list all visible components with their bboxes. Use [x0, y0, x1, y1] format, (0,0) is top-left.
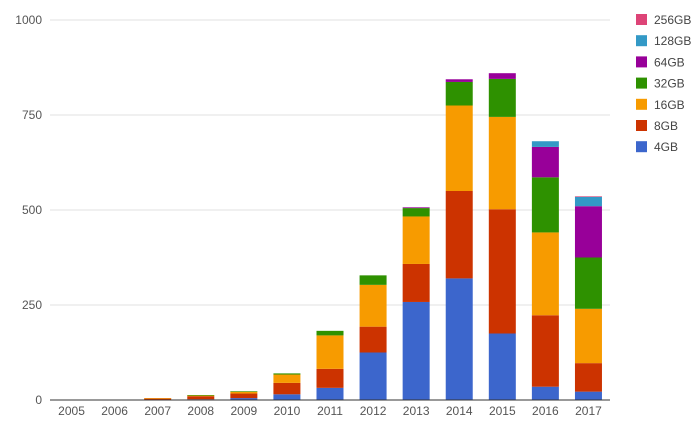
bar-segment: [144, 398, 172, 399]
legend-label: 8GB: [654, 119, 678, 133]
bar-segment: [273, 374, 301, 383]
legend-label: 16GB: [654, 98, 685, 112]
legend-swatch: [636, 77, 647, 89]
bar-segment: [488, 333, 516, 400]
x-tick-label: 2005: [58, 404, 85, 418]
legend-label: 128GB: [654, 34, 691, 48]
legend: 256GB 128GB 64GB 32GB 16GB 8GB 4GB: [636, 13, 691, 154]
legend-swatch: [636, 120, 647, 131]
bar-segment: [230, 393, 258, 399]
axes: 0 250 500 750 1000 2005 2006 2007 2008 2009 2010 20…: [15, 13, 610, 418]
bar-segment: [445, 105, 473, 191]
x-tick-label: 2011: [317, 404, 343, 418]
y-tick-label: 500: [22, 203, 42, 217]
bar-segment: [316, 335, 344, 369]
legend-swatch: [636, 56, 647, 68]
bar-segment: [531, 146, 559, 178]
x-tick-label: 2009: [230, 404, 257, 418]
gridlines: [50, 19, 610, 306]
y-tick-label: 250: [22, 298, 42, 312]
bar-segment: [445, 191, 473, 279]
bar-segment: [402, 207, 430, 209]
bar-segment: [574, 196, 602, 197]
bar-segment: [273, 382, 301, 395]
bar-segment: [144, 398, 172, 400]
x-tick-label: 2010: [274, 404, 301, 418]
bar-segment: [531, 177, 559, 233]
x-tick-label: 2008: [187, 404, 214, 418]
bar-segment: [273, 373, 301, 375]
bar-segment: [402, 263, 430, 302]
bar-segment: [402, 301, 430, 400]
bar-segment: [230, 391, 258, 394]
bar-segment: [488, 73, 516, 79]
bar-segment: [316, 368, 344, 388]
bar-segment: [574, 196, 602, 207]
bar-segment: [359, 284, 387, 327]
bar-segment: [445, 79, 473, 82]
y-tick-label: 0: [35, 393, 42, 407]
bar-segment: [402, 216, 430, 264]
x-tick-label: 2014: [446, 404, 473, 418]
bar-segment: [316, 387, 344, 400]
legend-label: 64GB: [654, 55, 685, 69]
bar-segment: [574, 206, 602, 258]
legend-label: 256GB: [654, 13, 691, 27]
x-tick-label: 2007: [144, 404, 171, 418]
bar-segment: [488, 209, 516, 334]
bar-segment: [359, 275, 387, 285]
bar-segment: [273, 394, 301, 400]
y-tick-label: 1000: [15, 13, 42, 27]
bars: [101, 73, 602, 401]
bar-segment: [187, 395, 215, 396]
x-tick-label: 2006: [101, 404, 128, 418]
x-tick-label: 2013: [403, 404, 430, 418]
bar-segment: [402, 208, 430, 217]
bar-segment: [574, 391, 602, 400]
bar-segment: [230, 391, 258, 392]
x-tick-label: 2016: [532, 404, 559, 418]
legend-label: 32GB: [654, 77, 685, 91]
bar-segment: [187, 395, 215, 397]
legend-swatch: [636, 35, 647, 47]
bar-segment: [531, 315, 559, 387]
legend-swatch: [636, 98, 647, 110]
x-tick-label: 2017: [575, 404, 602, 418]
bar-segment: [531, 141, 559, 147]
bar-segment: [531, 232, 559, 316]
bar-segment: [445, 278, 473, 400]
bar-segment: [574, 257, 602, 309]
bar-segment: [531, 386, 559, 400]
bar-segment: [574, 363, 602, 392]
bar-segment: [359, 326, 387, 353]
bar-segment: [488, 116, 516, 210]
bar-segment: [359, 352, 387, 400]
bar-segment: [187, 396, 215, 400]
bar-segment: [316, 330, 344, 336]
bar-segment: [445, 81, 473, 106]
legend-label: 4GB: [654, 140, 678, 154]
x-tick-label: 2012: [360, 404, 387, 418]
legend-swatch: [636, 141, 647, 153]
legend-swatch: [636, 14, 647, 25]
y-tick-label: 750: [22, 108, 42, 122]
bar-segment: [488, 78, 516, 117]
bar-segment: [230, 398, 258, 400]
x-tick-label: 2015: [489, 404, 516, 418]
bar-segment: [574, 308, 602, 364]
